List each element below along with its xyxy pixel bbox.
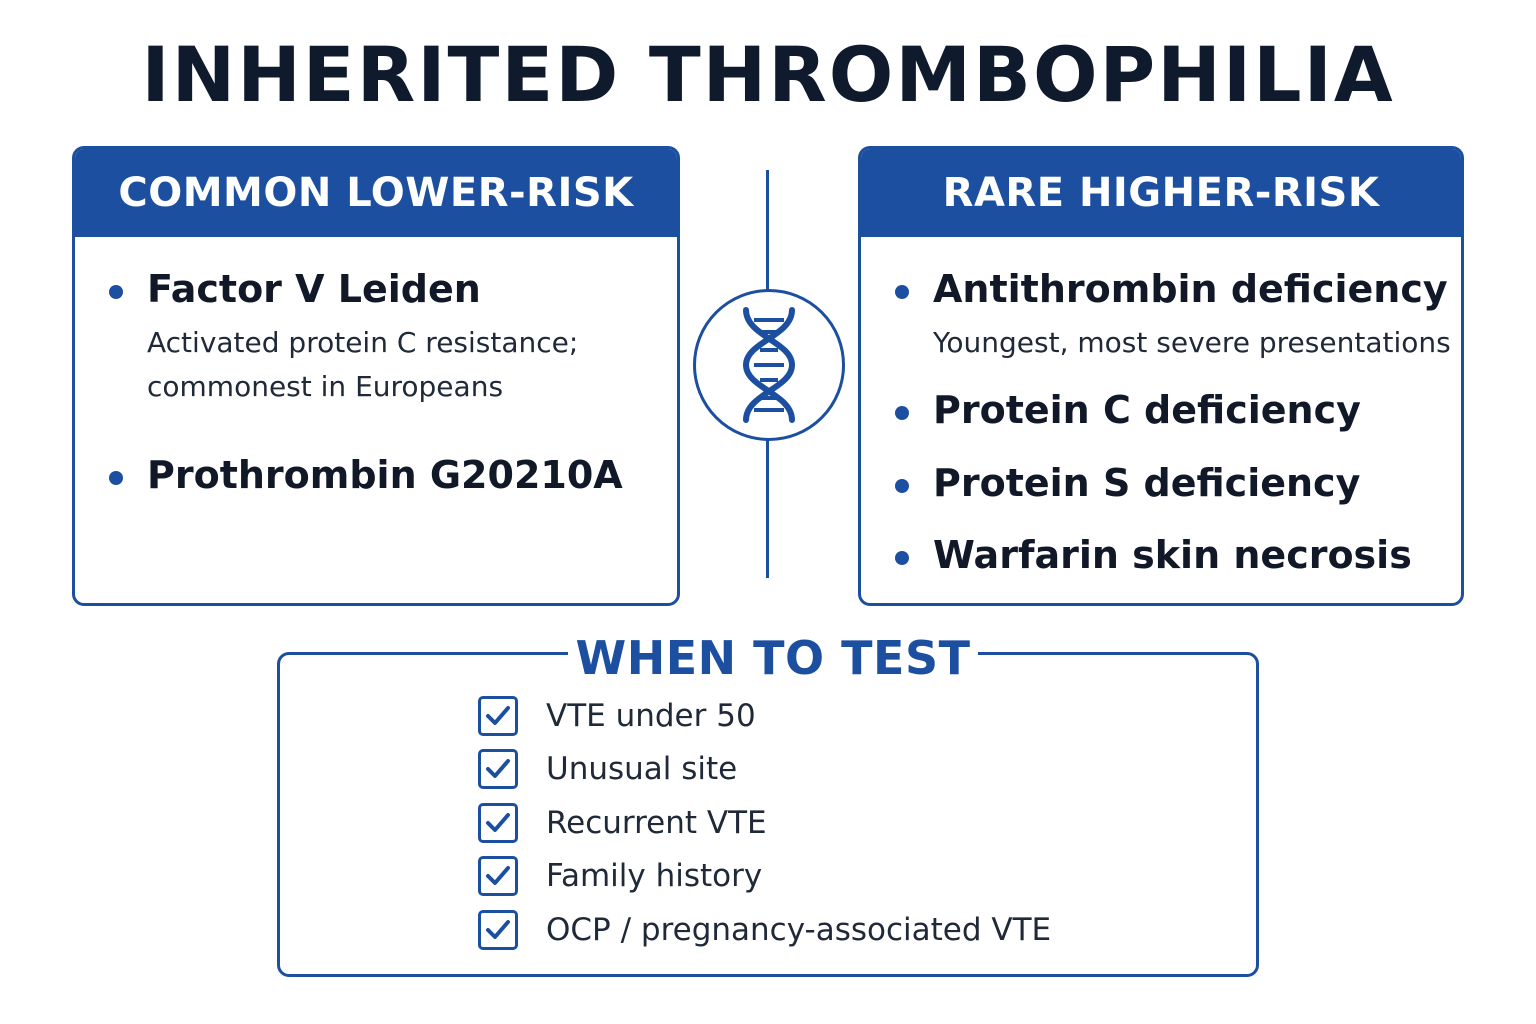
item-title: Protein S deficiency [933,461,1361,505]
dna-icon [693,289,845,441]
item-description-line: Activated protein C resistance; [147,326,579,359]
checklist-label: OCP / pregnancy-associated VTE [546,912,1052,948]
checkbox-checked-icon [478,910,518,950]
dna-helix-graphic [742,307,796,423]
divider-line [766,440,769,578]
item-description-line: Youngest, most severe presentations [933,326,1451,359]
checkbox-checked-icon [478,803,518,843]
checklist-label: Family history [546,858,763,894]
checklist-label: Recurrent VTE [546,805,767,841]
item-title: Prothrombin G20210A [147,453,623,497]
checklist-item: OCP / pregnancy-associated VTE [478,910,1051,950]
item-title: Antithrombin deficiency [933,267,1448,311]
bullet-icon [895,406,909,420]
item-title: Warfarin skin necrosis [933,533,1412,577]
checkbox-checked-icon [478,696,518,736]
checklist-item: VTE under 50 [478,696,756,736]
bullet-icon [109,471,123,485]
checklist-item: Recurrent VTE [478,803,767,843]
when-to-test-panel [277,652,1259,977]
when-to-test-title: WHEN TO TEST [568,630,978,686]
rare-card-header: RARE HIGHER-RISK [861,149,1461,237]
item-title: Protein C deficiency [933,388,1361,432]
bullet-icon [895,479,909,493]
bullet-icon [109,285,123,299]
checklist-item: Family history [478,856,762,896]
bullet-icon [895,285,909,299]
checklist-label: Unusual site [546,751,738,787]
checklist-item: Unusual site [478,749,737,789]
page-title: INHERITED THROMBOPHILIA [141,30,1395,119]
checkbox-checked-icon [478,856,518,896]
bullet-icon [895,551,909,565]
rare-higher-risk-card: RARE HIGHER-RISK Antithrombin deficiency… [858,146,1464,606]
checkbox-checked-icon [478,749,518,789]
divider-line [766,170,769,290]
item-title: Factor V Leiden [147,267,481,311]
common-card-header: COMMON LOWER-RISK [75,149,677,237]
checklist-label: VTE under 50 [546,698,756,734]
common-lower-risk-card: COMMON LOWER-RISK Factor V Leiden Activa… [72,146,680,606]
item-description-line: commonest in Europeans [147,370,504,403]
